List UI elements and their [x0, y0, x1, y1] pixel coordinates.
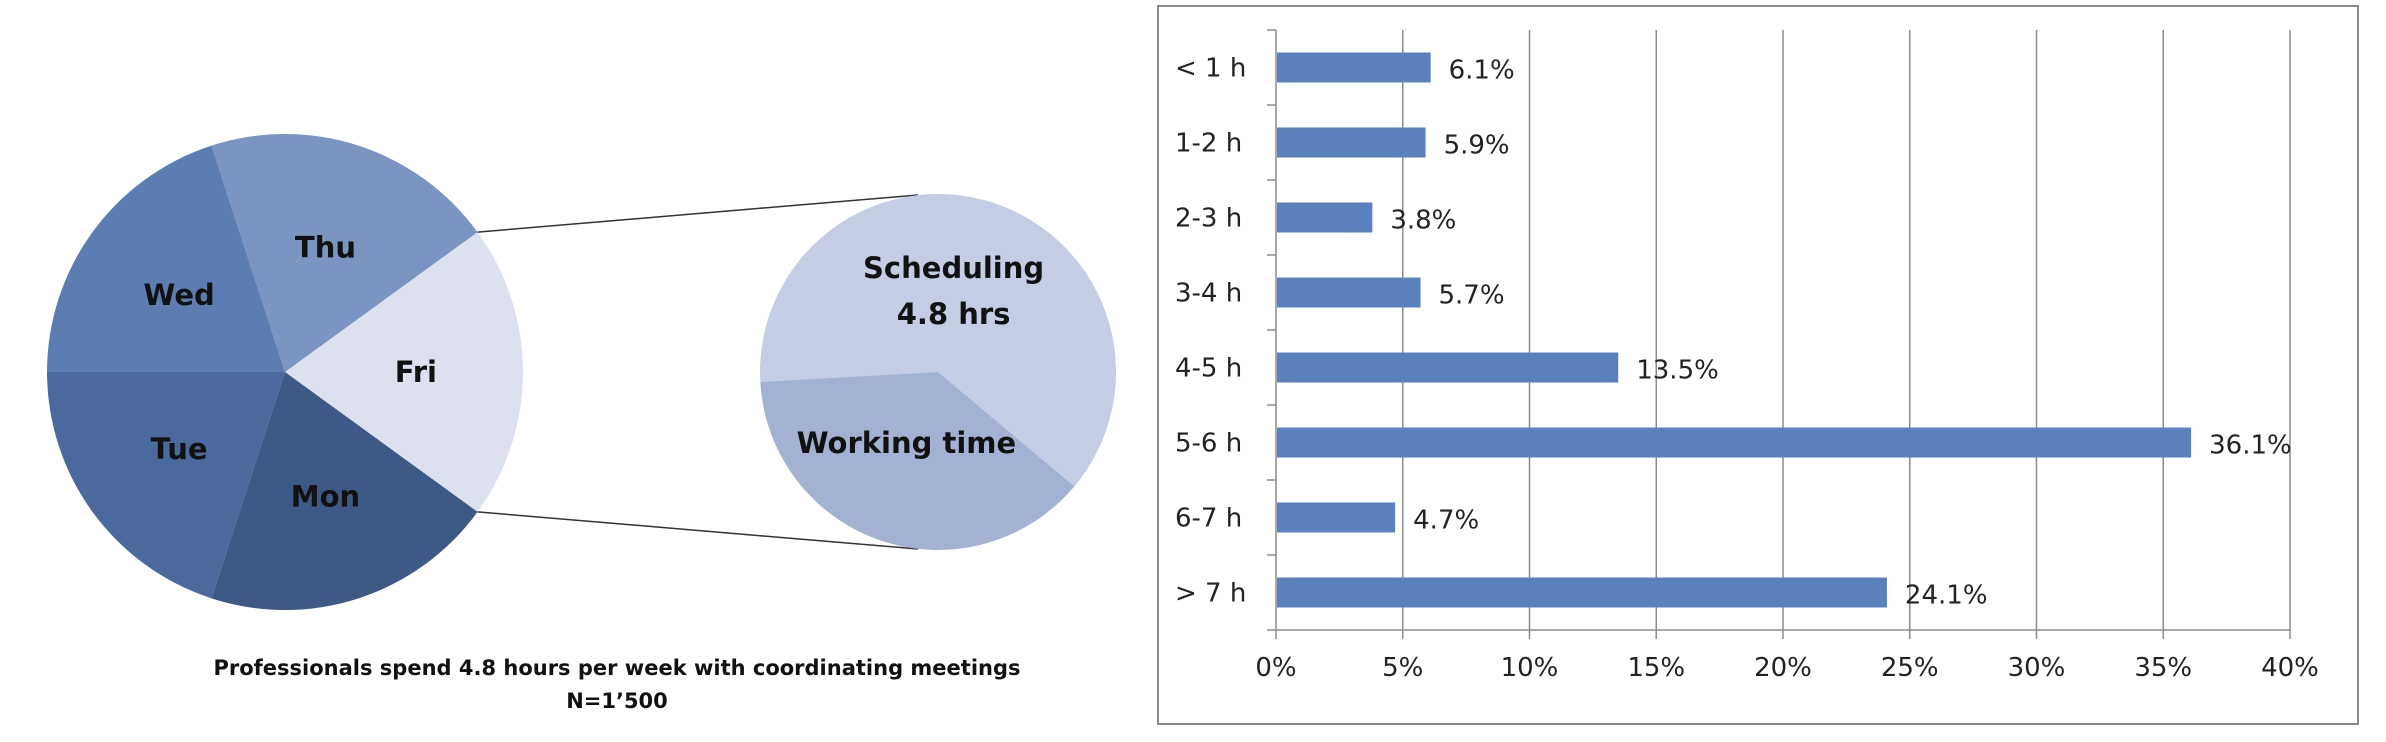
breakdown-label-scheduling: Scheduling — [863, 251, 1044, 285]
breakdown-slice-scheduling — [760, 194, 1116, 487]
bar-2-3-h — [1277, 202, 1373, 233]
pie-slice-mon — [211, 372, 478, 610]
pie-slice-wed — [47, 145, 285, 372]
category-label-1-2-h: 1-2 h — [1175, 129, 1242, 159]
value-label-1-2-h: 5.9% — [1444, 131, 1510, 161]
connector-line-top — [477, 194, 919, 233]
breakdown-label-working-time: Working time — [797, 426, 1017, 460]
x-tick-label-0: 0% — [1255, 653, 1296, 683]
bar-chart-tick-labels: 0% 5% 10% 15% 20% 25% 30% 35% 40% — [1255, 653, 2319, 683]
x-tick-label-5: 5% — [1382, 653, 1423, 683]
breakdown-pie-labels: Scheduling 4.8 hrs Working time — [797, 251, 1045, 460]
category-label-1-h: < 1 h — [1175, 54, 1246, 84]
value-label-1-h: 6.1% — [1449, 56, 1515, 86]
bar-1-h — [1277, 52, 1431, 83]
bar-chart-category-labels: < 1 h 1-2 h 2-3 h 3-4 h 4-5 h 5-6 h 6-7 h > 7 h — [1175, 54, 1246, 609]
x-tick-label-40: 40% — [2261, 653, 2319, 683]
category-label-5-6-h: 5-6 h — [1175, 429, 1242, 459]
value-label-2-3-h: 3.8% — [1390, 206, 1456, 236]
pie-labels: Fri Thu Wed Tue Mon — [143, 231, 437, 514]
bar-5-6-h — [1277, 427, 2192, 458]
category-label-7-h: > 7 h — [1175, 579, 1246, 609]
x-tick-label-35: 35% — [2134, 653, 2192, 683]
x-tick-label-10: 10% — [1501, 653, 1559, 683]
bar-3-4-h — [1277, 277, 1421, 308]
breakdown-slice-working-time — [760, 372, 1075, 550]
pie-slices — [47, 134, 524, 610]
category-label-6-7-h: 6-7 h — [1175, 504, 1242, 534]
pie-of-pie-chart: Fri Thu Wed Tue Mon Scheduling 4.8 hrs Working… — [47, 134, 1116, 713]
value-label-6-7-h: 4.7% — [1413, 506, 1479, 536]
bar-chart-value-labels: 6.1% 5.9% 3.8% 5.7% 13.5% 36.1% 4.7% 24.1% — [1390, 56, 2291, 611]
bar-chart-bars — [1277, 52, 2192, 608]
connector-line-bottom — [477, 511, 919, 550]
bar-1-2-h — [1277, 127, 1426, 158]
x-tick-label-25: 25% — [1881, 653, 1939, 683]
x-tick-label-15: 15% — [1627, 653, 1685, 683]
bar-4-5-h — [1277, 352, 1619, 383]
breakdown-label-4-8-hrs: 4.8 hrs — [897, 297, 1011, 331]
category-label-2-3-h: 2-3 h — [1175, 204, 1242, 234]
pie-connectors — [477, 194, 919, 550]
pie-slice-fri — [285, 232, 524, 512]
value-label-4-5-h: 13.5% — [1636, 356, 1719, 386]
bar-chart-gridlines — [1402, 30, 2291, 630]
bar-chart-axes — [1267, 29, 2291, 639]
chart-title: Professionals spend 4.8 hours per week w… — [213, 656, 1020, 680]
x-tick-label-30: 30% — [2008, 653, 2066, 683]
pie-slice-label-fri: Fri — [395, 355, 437, 389]
category-label-4-5-h: 4-5 h — [1175, 354, 1242, 384]
breakdown-pie-slices — [760, 194, 1116, 550]
bar-7-h — [1277, 577, 1887, 608]
value-label-5-6-h: 36.1% — [2209, 431, 2292, 461]
chart-subtitle: N=1’500 — [566, 689, 668, 713]
pie-slice-label-wed: Wed — [143, 278, 214, 312]
pie-slice-label-tue: Tue — [151, 432, 208, 466]
bar-6-7-h — [1277, 502, 1396, 533]
pie-slice-label-thu: Thu — [295, 231, 356, 265]
pie-slice-label-mon: Mon — [291, 479, 360, 513]
x-tick-label-20: 20% — [1754, 653, 1812, 683]
pie-slice-thu — [211, 134, 478, 372]
value-label-3-4-h: 5.7% — [1438, 281, 1504, 311]
value-label-7-h: 24.1% — [1905, 581, 1988, 611]
pie-slice-tue — [47, 372, 285, 599]
category-label-3-4-h: 3-4 h — [1175, 279, 1242, 309]
